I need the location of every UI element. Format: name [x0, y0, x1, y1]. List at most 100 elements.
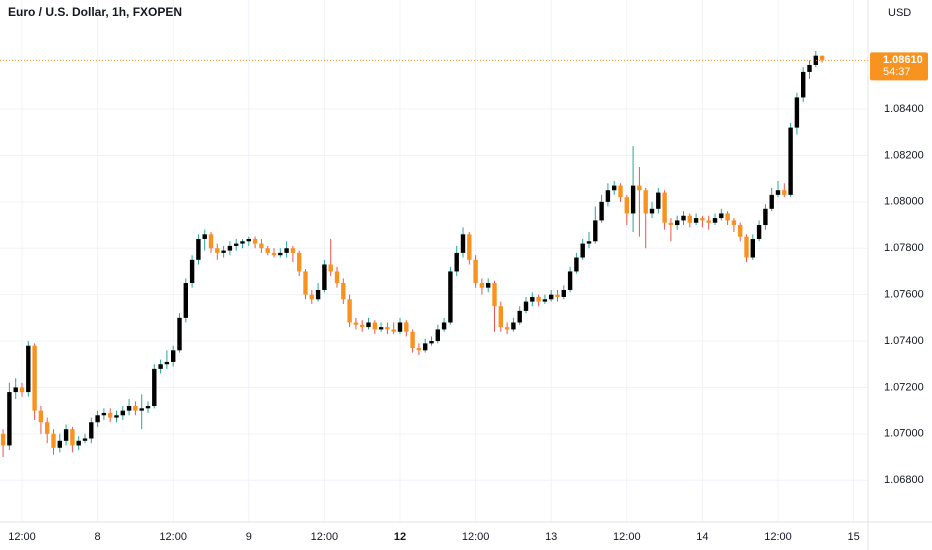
candle-body	[756, 225, 762, 239]
candle-body	[63, 429, 69, 441]
candle-body	[404, 322, 409, 332]
candle-body	[101, 412, 107, 416]
candle-body	[57, 440, 62, 448]
candle-body	[467, 234, 472, 260]
candle-body	[448, 271, 453, 323]
candle-body	[599, 201, 604, 221]
candle-body	[536, 296, 541, 302]
candle-body	[360, 324, 365, 328]
candle-body	[19, 387, 25, 393]
x-tick-label: 15	[847, 531, 859, 543]
candle-body	[567, 271, 573, 290]
x-tick-label: 12:00	[764, 531, 792, 543]
candle-body	[498, 306, 503, 328]
x-tick-label: 9	[246, 531, 252, 543]
candle-body	[693, 218, 699, 223]
candle-body	[681, 215, 686, 221]
candle-body	[26, 345, 31, 393]
x-tick-label: 14	[696, 531, 708, 543]
candle-body	[410, 331, 415, 348]
candle-body	[322, 264, 327, 290]
candle-body	[13, 387, 18, 393]
chart-title: Euro / U.S. Dollar, 1h, FXOPEN	[8, 5, 182, 19]
candle-body	[196, 238, 201, 260]
candle-body	[234, 243, 239, 246]
candle-body	[580, 243, 585, 258]
candle-body	[328, 264, 333, 272]
candle-body	[586, 241, 592, 244]
candle-body	[486, 283, 491, 288]
candle-body	[763, 208, 768, 226]
candle-body	[221, 250, 226, 253]
candle-body	[725, 213, 730, 221]
candle-body	[662, 192, 667, 223]
candle-body	[624, 197, 629, 214]
candle-body	[347, 299, 352, 323]
candle-body	[334, 271, 340, 284]
candle-body	[788, 127, 793, 195]
candle-body	[290, 248, 296, 253]
candle-body	[397, 322, 403, 332]
candle-body	[145, 406, 151, 409]
candle-body	[164, 361, 170, 365]
candle-body	[441, 322, 447, 330]
axes: 1.06800 1.07000 1.07200 1.07400 1.07600 1.078…	[8, 52, 928, 543]
candle-body	[731, 220, 737, 226]
candle-body	[95, 415, 100, 423]
x-tick-label: 12:00	[613, 531, 641, 543]
candle-body	[227, 245, 233, 251]
candle-body	[593, 220, 598, 242]
y-tick-label: 1.08400	[884, 103, 924, 115]
candle-body	[637, 185, 642, 191]
candle-body	[246, 238, 251, 242]
x-tick-label: 13	[545, 531, 557, 543]
candle-body	[126, 406, 132, 411]
candle-body	[479, 283, 485, 288]
y-tick-label: 1.07000	[884, 428, 924, 440]
candle-body	[284, 248, 289, 253]
candle-body	[353, 322, 359, 325]
y-tick-label: 1.07400	[884, 335, 924, 347]
candle-body	[0, 433, 6, 446]
candle-body	[120, 410, 125, 416]
x-tick-label: 12:00	[462, 531, 490, 543]
candle-body	[152, 368, 157, 406]
currency-label: USD	[888, 7, 911, 19]
x-tick-label: 12:00	[311, 531, 339, 543]
candle-body	[385, 327, 390, 330]
candle-body	[423, 343, 428, 351]
candle-body	[517, 310, 522, 323]
candle-body	[366, 322, 371, 328]
candle-body	[643, 190, 648, 214]
candle-body	[630, 185, 636, 214]
candle-body	[177, 317, 182, 351]
candle-body	[297, 252, 302, 272]
candle-body	[108, 412, 113, 418]
candle-body	[813, 55, 818, 65]
candle-body	[114, 415, 119, 418]
candle-body	[744, 236, 749, 258]
candle-body	[240, 241, 245, 244]
candle-body	[668, 222, 674, 226]
candle-body	[605, 190, 611, 202]
candle-body	[82, 438, 88, 441]
x-tick-label: 12	[394, 531, 406, 543]
candle-body	[542, 299, 548, 302]
candle-body	[769, 194, 774, 209]
candle-body	[523, 301, 529, 311]
y-tick-label: 1.08200	[884, 149, 924, 161]
candle-body	[278, 252, 283, 256]
candle-body	[215, 248, 220, 253]
y-tick-label: 1.07600	[884, 289, 924, 301]
candle-body	[794, 97, 800, 128]
candle-body	[391, 329, 396, 332]
candle-body	[416, 348, 422, 351]
candle-body	[435, 329, 440, 342]
candle-body	[618, 185, 623, 198]
candle-body	[612, 185, 617, 191]
candle-body	[549, 294, 554, 300]
candle-body	[712, 218, 718, 223]
candle-body	[372, 322, 377, 330]
